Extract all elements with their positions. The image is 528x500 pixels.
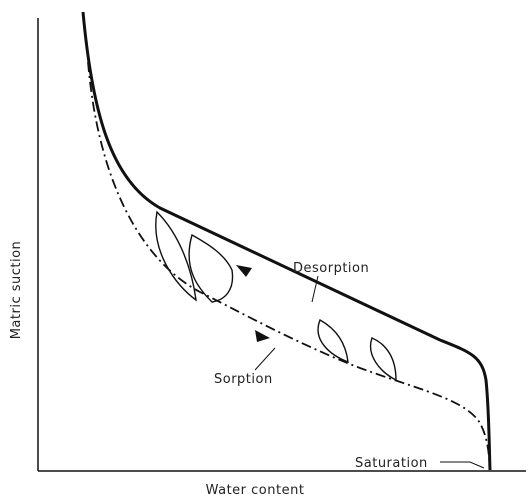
sorption-curve [87, 61, 491, 471]
scanning-loops [155, 210, 397, 382]
desorption-label: Desorption [293, 261, 369, 276]
saturation-label: Saturation [355, 456, 428, 471]
x-axis-label: Water content [206, 483, 305, 498]
desorption-arrow [236, 265, 252, 277]
sorption-leader [254, 347, 276, 371]
sorption-arrow [255, 330, 270, 342]
sorption-label: Sorption [214, 372, 273, 387]
desorption-leader [311, 275, 319, 303]
y-axis-label: Matric suction [9, 241, 24, 340]
saturation-leader [440, 461, 485, 469]
desorption-curve [81, 11, 492, 471]
